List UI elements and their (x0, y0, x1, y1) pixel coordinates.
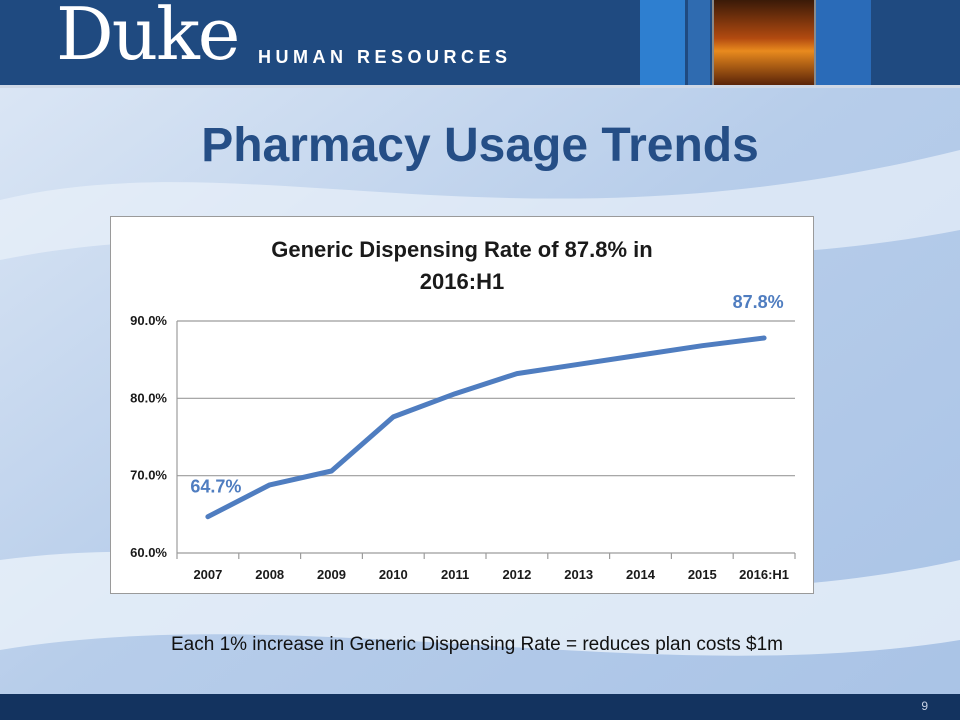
header-accent-bar (640, 0, 685, 85)
page-number: 9 (921, 699, 928, 713)
header-accent-bar (816, 0, 871, 85)
y-tick-label: 60.0% (130, 545, 167, 560)
duke-logo: Duke (56, 0, 240, 76)
x-tick-label: 2010 (379, 567, 408, 582)
header-accent-bar (688, 0, 710, 85)
data-label: 87.8% (733, 292, 784, 312)
slide-caption: Each 1% increase in Generic Dispensing R… (170, 634, 784, 655)
header-banner: Duke HUMAN RESOURCES (0, 0, 960, 85)
series-line (205, 335, 767, 520)
line-chart: Generic Dispensing Rate of 87.8% in 2016… (130, 237, 796, 582)
chapel-photo (712, 0, 816, 85)
y-tick-label: 70.0% (130, 468, 167, 483)
x-tick-label: 2014 (626, 567, 656, 582)
x-tick-label: 2011 (441, 567, 469, 582)
chart-title-line: 2016:H1 (420, 269, 504, 294)
x-tick-label: 2008 (255, 567, 284, 582)
header-divider (0, 85, 960, 88)
x-tick-label: 2016:H1 (739, 567, 789, 582)
footer-bar: 9 (0, 694, 960, 720)
y-tick-label: 90.0% (130, 313, 167, 328)
y-tick-label: 80.0% (130, 390, 167, 405)
department-name: HUMAN RESOURCES (258, 47, 512, 67)
x-tick-label: 2009 (317, 567, 346, 582)
x-tick-label: 2012 (502, 567, 531, 582)
x-tick-label: 2007 (193, 567, 222, 582)
chart-container: Generic Dispensing Rate of 87.8% in 2016… (110, 216, 814, 594)
data-label: 64.7% (190, 477, 241, 497)
chart-title-line: Generic Dispensing Rate of 87.8% in (271, 237, 652, 262)
x-tick-label: 2015 (688, 567, 717, 582)
x-tick-label: 2013 (564, 567, 593, 582)
slide-title: Pharmacy Usage Trends (201, 119, 759, 172)
